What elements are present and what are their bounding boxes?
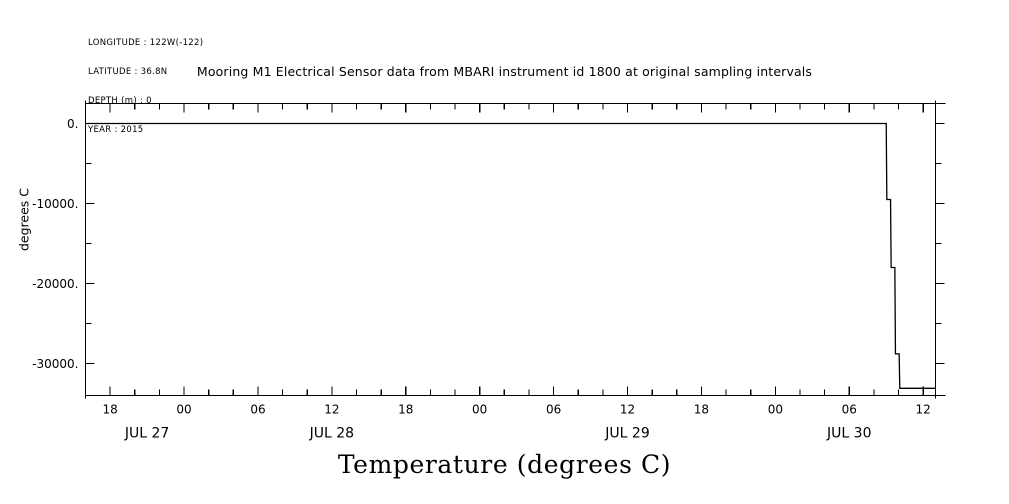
metadata-block: LONGITUDE : 122W(-122) LATITUDE : 36.8N … xyxy=(88,20,203,154)
x-tick-label: 06 xyxy=(546,403,561,417)
x-date-label: JUL 29 xyxy=(604,426,649,442)
x-tick-label: 18 xyxy=(694,403,709,417)
x-tick-label: 18 xyxy=(102,403,117,417)
y-tick-label: 0. xyxy=(67,117,78,131)
metadata-depth: DEPTH (m) : 0 xyxy=(88,95,152,106)
metadata-longitude: LONGITUDE : 122W(-122) xyxy=(88,38,204,49)
x-tick-label: 00 xyxy=(768,403,783,417)
data-series-group xyxy=(85,122,936,389)
x-tick-label: 06 xyxy=(250,403,265,417)
metadata-year: YEAR : 2015 xyxy=(88,124,144,135)
x-date-label: JUL 30 xyxy=(826,426,871,442)
chart-title: Mooring M1 Electrical Sensor data from M… xyxy=(196,64,813,79)
y-tick-label: -10000. xyxy=(32,197,78,211)
x-date-label: JUL 27 xyxy=(124,426,169,442)
x-date-labels: JUL 27 JUL 28 JUL 29 JUL 30 xyxy=(124,426,872,442)
axes-group xyxy=(84,100,946,399)
x-tick-label: 00 xyxy=(472,403,487,417)
y-tick-labels: 0. -10000. -20000. -30000. xyxy=(32,117,78,371)
x-tick-label: 12 xyxy=(916,403,931,417)
y-tick-label: -20000. xyxy=(32,277,78,291)
x-date-label: JUL 28 xyxy=(309,426,354,442)
x-tick-label: 06 xyxy=(842,403,857,417)
y-tick-label: -30000. xyxy=(32,357,78,371)
x-tick-labels: 18 00 06 12 18 00 06 12 18 00 06 12 xyxy=(102,403,930,417)
metadata-latitude: LATITUDE : 36.8N xyxy=(88,66,168,77)
ticks-group xyxy=(84,103,945,396)
x-tick-label: 18 xyxy=(398,403,413,417)
x-axis-title: Temperature (degrees C) xyxy=(337,450,672,479)
data-series-line xyxy=(85,122,936,389)
y-axis-label: degrees C xyxy=(16,187,32,252)
x-tick-label: 12 xyxy=(324,403,339,417)
x-tick-label: 12 xyxy=(620,403,635,417)
x-tick-label: 00 xyxy=(176,403,191,417)
